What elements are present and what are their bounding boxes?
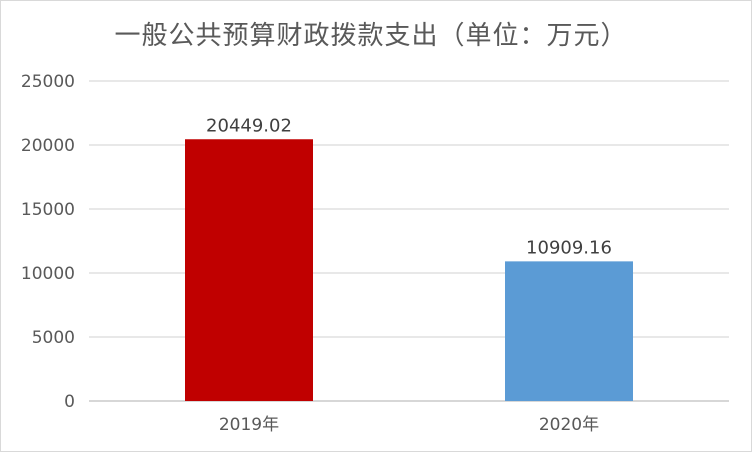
y-tick-label: 15000 [21,200,75,220]
x-tick-label: 2020年 [539,415,599,435]
y-tick-label: 5000 [32,328,75,348]
y-tick-label: 10000 [21,264,75,284]
y-axis-ticks: 0 5000 10000 15000 20000 25000 [21,72,75,412]
bar-1 [185,139,313,401]
bar-2 [505,261,633,401]
data-labels: 20449.02 10909.16 [206,115,612,258]
data-label: 10909.16 [526,237,612,258]
x-tick-label: 2019年 [219,415,279,435]
y-tick-label: 25000 [21,72,75,92]
x-axis-ticks: 2019年 2020年 [219,415,599,435]
y-tick-label: 20000 [21,136,75,156]
data-label: 20449.02 [206,115,292,136]
chart-title: 一般公共预算财政拨款支出（单位：万元） [114,21,628,51]
bars [185,139,633,401]
y-tick-label: 0 [64,392,75,412]
